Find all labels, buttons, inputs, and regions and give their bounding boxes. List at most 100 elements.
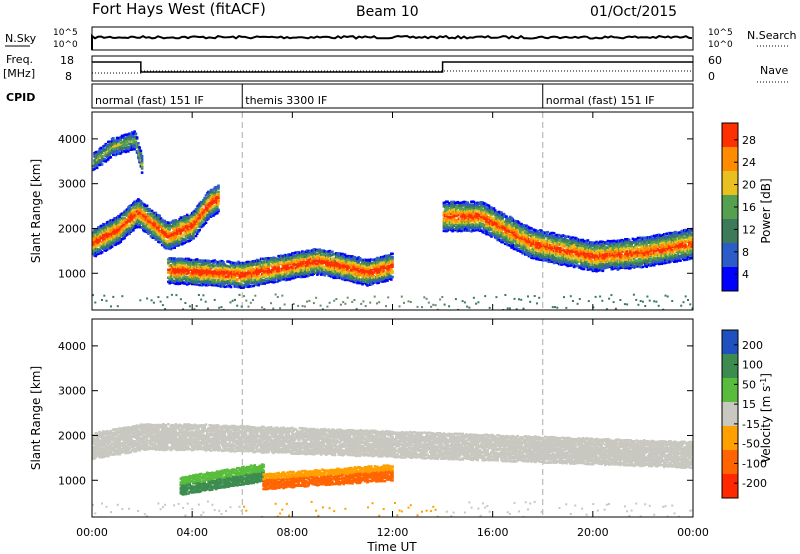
data-cell: [302, 262, 305, 266]
data-cell: [480, 218, 483, 221]
data-cell: [490, 206, 493, 209]
data-cell: [107, 229, 110, 232]
data-cell: [178, 238, 181, 241]
data-cell: [448, 201, 452, 205]
data-cell: [297, 250, 300, 254]
data-cell: [159, 240, 163, 244]
data-cell: [481, 205, 484, 209]
data-cell: [132, 229, 135, 232]
data-cell: [302, 260, 305, 263]
data-cell: [463, 225, 467, 228]
data-cell: [205, 196, 209, 200]
data-cell: [208, 194, 211, 197]
data-cell: [561, 247, 565, 250]
data-cell: [359, 281, 363, 284]
data-cell: [562, 261, 566, 264]
data-cell: [482, 212, 486, 215]
data-cell: [443, 211, 447, 214]
data-cell: [391, 275, 394, 279]
data-cell: [184, 239, 188, 242]
data-cell: [448, 213, 452, 216]
data-cell: [299, 261, 303, 264]
data-cell: [242, 286, 245, 289]
data-cell: [110, 140, 114, 143]
data-cell: [99, 150, 103, 153]
data-cell: [135, 201, 139, 204]
data-cell: [321, 264, 324, 267]
data-cell: [521, 241, 525, 245]
data-cell: [134, 223, 138, 227]
data-cell: [328, 252, 332, 256]
data-cell: [118, 236, 121, 240]
freq-label: Freq.: [6, 53, 33, 66]
data-cell: [95, 239, 99, 243]
data-cell: [446, 209, 449, 212]
data-cell: [144, 209, 148, 212]
data-cell: [282, 264, 285, 268]
data-cell: [114, 147, 118, 150]
data-cell: [386, 279, 389, 282]
data-cell: [97, 250, 100, 254]
data-cell: [147, 232, 150, 235]
data-cell: [135, 222, 139, 225]
data-cell: [493, 209, 497, 212]
data-cell: [259, 277, 263, 280]
data-cell: [377, 281, 381, 284]
data-cell: [179, 222, 183, 225]
data-cell: [273, 262, 277, 265]
data-cell: [218, 262, 222, 265]
data-cell: [99, 249, 103, 252]
data-cell: [210, 202, 214, 206]
data-cell: [202, 283, 205, 286]
data-cell: [476, 205, 479, 208]
data-cell: [210, 276, 214, 280]
data-cell: [279, 258, 283, 262]
data-cell: [271, 265, 274, 268]
data-cell: [391, 263, 394, 266]
data-cell: [129, 137, 133, 140]
data-cell: [207, 198, 210, 202]
data-cell: [316, 273, 319, 276]
data-cell: [205, 211, 209, 214]
data-cell: [495, 210, 498, 214]
data-cell: [294, 251, 298, 254]
data-cell: [323, 274, 327, 277]
data-cell: [224, 278, 228, 281]
data-cell: [492, 207, 496, 210]
data-cell: [210, 192, 214, 195]
data-cell: [119, 234, 123, 237]
data-cell: [352, 261, 355, 264]
data-cell: [292, 259, 295, 262]
data-cell: [233, 275, 237, 278]
data-cell: [302, 255, 305, 258]
data-cell: [173, 259, 176, 263]
data-cell: [120, 230, 124, 234]
data-cell: [294, 258, 298, 262]
data-cell: [443, 228, 447, 231]
data-cell: [107, 158, 110, 161]
data-cell: [491, 217, 494, 220]
cpid-segment-label: themis 3300 IF: [245, 94, 327, 107]
data-cell: [274, 269, 278, 272]
data-cell: [465, 218, 468, 222]
data-cell: [189, 222, 193, 225]
data-cell: [292, 267, 295, 270]
data-cell: [542, 255, 546, 258]
data-cell: [508, 244, 512, 247]
data-cell: [289, 255, 293, 258]
data-cell: [534, 255, 537, 258]
data-cell: [282, 259, 285, 262]
data-cell: [112, 153, 115, 156]
data-cell: [497, 236, 501, 239]
data-cell: [184, 221, 188, 224]
data-cell: [586, 239, 590, 242]
data-cell: [344, 265, 348, 268]
data-cell: [267, 265, 270, 269]
data-cell: [287, 266, 290, 269]
data-cell: [289, 275, 293, 278]
data-cell: [130, 219, 134, 223]
data-cell: [542, 259, 546, 262]
data-cell: [582, 267, 586, 271]
data-cell: [128, 232, 131, 236]
data-cell: [378, 273, 382, 276]
